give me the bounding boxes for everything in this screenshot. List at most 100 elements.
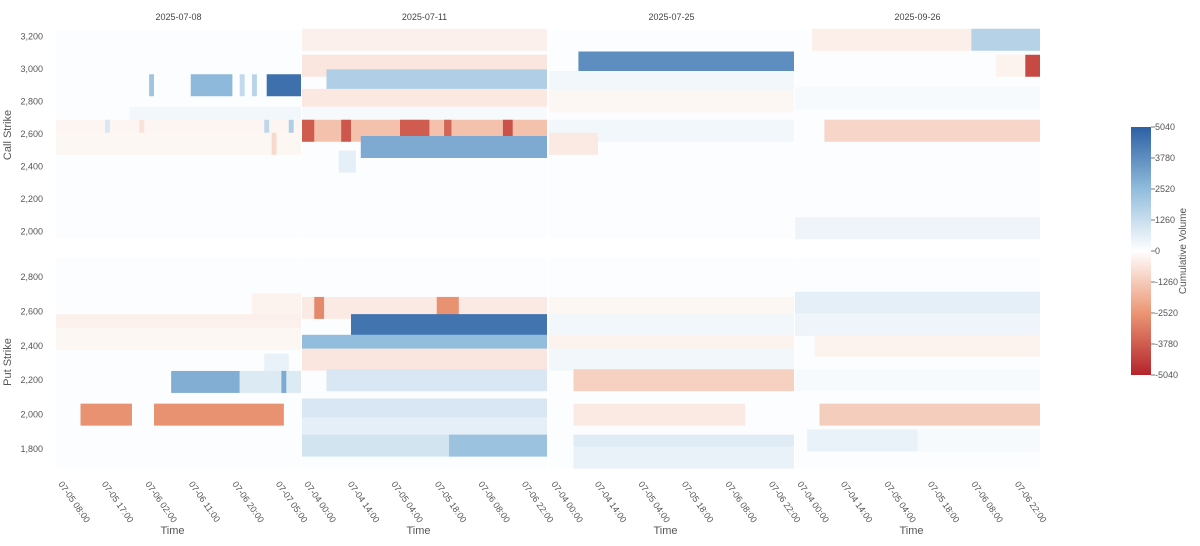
time-tick: 07-06 08:00 [723, 479, 759, 524]
call-heatmap-cell [139, 119, 145, 142]
call-heatmap-cell [252, 74, 257, 97]
call-heatmap-cell [549, 71, 794, 93]
call-heatmap-cell [326, 69, 547, 92]
call-strike-tick: 2,000 [20, 227, 43, 237]
time-tick: 07-04 14:00 [346, 479, 382, 524]
time-tick: 07-05 18:00 [680, 479, 716, 524]
panel-expiry-title: 2025-07-11 [402, 12, 447, 22]
call-heatmap-cell [795, 87, 1040, 110]
panel-expiry-title: 2025-07-08 [155, 12, 201, 22]
call-heatmap-cell [288, 119, 294, 142]
call-heatmap-cell [549, 132, 598, 155]
put-strike-tick: 2,400 [20, 341, 43, 351]
call-heatmap-cell [995, 54, 1026, 77]
call-strike-tick: 3,000 [20, 64, 43, 74]
put-heatmap-cell [549, 348, 794, 371]
panel-expiry-title: 2025-09-26 [894, 12, 940, 22]
call-heatmap-cell [360, 136, 547, 158]
put-heatmap-cell [302, 296, 547, 319]
put-heatmap-cell [80, 403, 132, 426]
call-strike-tick: 2,200 [20, 194, 43, 204]
time-tick: 07-06 08:00 [969, 479, 1005, 524]
colorbar [1131, 127, 1151, 375]
colorbar-tick-label: -5040 [1155, 370, 1178, 380]
put-heatmap-cell [302, 348, 547, 371]
put-heatmap-cell [795, 291, 1040, 314]
put-heatmap-cell [171, 370, 240, 393]
put-heatmap-cell [449, 434, 547, 457]
put-heatmap-cell [795, 369, 1040, 392]
call-heatmap-cell [149, 74, 154, 97]
put-heatmap-cell [917, 429, 1040, 452]
put-heatmap-cell [264, 353, 289, 376]
time-tick: 07-06 22:00 [1013, 479, 1049, 524]
put-heatmap-cell [326, 369, 547, 392]
call-strike-tick: 2,600 [20, 129, 43, 139]
call-strike-tick: 3,200 [20, 32, 43, 42]
call-strike-tick: 2,400 [20, 162, 43, 172]
call-heatmap-cell [549, 119, 794, 142]
call-heatmap-cell [795, 217, 1040, 240]
put-strike-tick: 2,000 [20, 410, 43, 420]
colorbar-title: Cumulative Volume [1178, 207, 1189, 294]
put-heatmap-cell [302, 434, 449, 457]
time-tick: 07-05 04:00 [636, 479, 672, 524]
put-heatmap-cell [281, 370, 287, 393]
time-axis-title: Time [899, 525, 923, 537]
call-heatmap-cell [271, 132, 277, 155]
colorbar-tick-label: -3780 [1155, 339, 1178, 349]
put-strike-axis: 2,800 2,600 2,400 2,200 2,000 1,800 [20, 272, 43, 454]
call-heatmap-cell [502, 119, 513, 142]
time-tick: 07-04 14:00 [593, 479, 629, 524]
panel-2025-07-08: 2025-07-08 07-05 08:00 07-05 17:00 07-06 02… [56, 12, 310, 537]
colorbar-gradient [1131, 127, 1151, 375]
time-axis-title: Time [160, 525, 184, 537]
put-heatmap-cell [154, 403, 284, 426]
put-strike-axis-title: Put Strike [2, 338, 14, 386]
put-panel-background [56, 258, 301, 468]
time-axis-title: Time [406, 525, 430, 537]
call-heatmap-cell [105, 119, 110, 142]
put-heatmap-cell [549, 314, 794, 337]
put-strike-tick: 2,800 [20, 272, 43, 282]
put-heatmap-cell [573, 369, 794, 392]
put-heatmap-cell [252, 293, 301, 316]
call-strike-axis-title: Call Strike [2, 110, 14, 160]
call-heatmap-cell [264, 119, 270, 142]
time-tick: 07-05 04:00 [389, 479, 425, 524]
colorbar-tick-label: 2520 [1155, 184, 1175, 194]
call-heatmap-cell [56, 132, 301, 155]
time-tick: 07-06 08:00 [476, 479, 512, 524]
put-strike-tick: 2,600 [20, 306, 43, 316]
call-heatmap-cell [549, 90, 794, 113]
put-heatmap-cell [573, 446, 794, 469]
call-heatmap-cell [338, 150, 356, 173]
time-tick: 07-06 11:00 [187, 479, 222, 524]
call-heatmap-cell [302, 119, 315, 142]
colorbar-tick-label: 3780 [1155, 153, 1175, 163]
call-heatmap-cell [239, 74, 245, 97]
call-heatmap-cell [302, 28, 547, 51]
call-strike-axis: 3,200 3,000 2,800 2,600 2,400 2,200 2,000 [20, 32, 43, 237]
put-heatmap-cell [56, 327, 301, 350]
time-tick: 07-05 08:00 [56, 479, 92, 524]
call-heatmap-cell [824, 119, 1040, 142]
put-heatmap-cell [814, 334, 1040, 357]
call-strike-tick: 2,800 [20, 97, 43, 107]
put-heatmap-cell [807, 429, 918, 452]
colorbar-ticks: 5040 3780 2520 1260 0 -1260 -2520 -3780 -5040 [1151, 122, 1178, 380]
put-heatmap-cell [314, 296, 325, 319]
time-tick: 07-04 14:00 [839, 479, 875, 524]
put-heatmap-cell [549, 296, 794, 319]
put-strike-tick: 1,800 [20, 444, 43, 454]
put-heatmap-cell [795, 314, 1040, 337]
panel-expiry-title: 2025-07-25 [648, 12, 694, 22]
time-tick: 07-05 18:00 [433, 479, 469, 524]
put-heatmap-cell [351, 314, 547, 337]
colorbar-tick-label: 1260 [1155, 215, 1175, 225]
put-heatmap-cell [819, 403, 1040, 426]
call-heatmap-cell [444, 119, 452, 142]
